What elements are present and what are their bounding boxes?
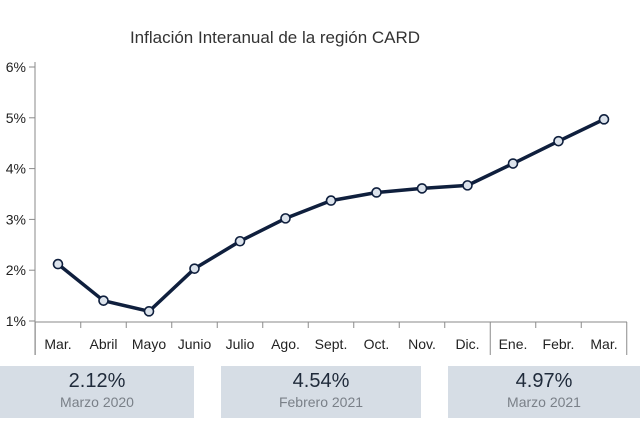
- x-tick-label: Sept.: [315, 336, 348, 352]
- y-tick-label: 1%: [6, 313, 26, 329]
- summary-value: 4.97%: [515, 370, 573, 392]
- x-tick-label: Mar.: [44, 336, 71, 352]
- data-point: [416, 183, 428, 194]
- y-tick-label: 5%: [6, 110, 26, 126]
- y-tick-label: 4%: [6, 161, 26, 177]
- y-tick-label: 2%: [6, 262, 26, 278]
- x-tick-label: Abril: [89, 336, 117, 352]
- x-tick-label: Nov.: [408, 336, 436, 352]
- data-point: [507, 158, 519, 169]
- summary-label: Marzo 2021: [507, 394, 581, 410]
- data-point: [553, 135, 564, 147]
- x-tick-label: Oct.: [364, 336, 390, 352]
- data-point: [462, 180, 473, 191]
- chart-title: Inflación Interanual de la región CARD: [130, 28, 420, 47]
- x-tick-label: Mar.: [590, 336, 617, 352]
- x-tick-label: Dic.: [455, 336, 479, 352]
- data-point: [52, 258, 64, 270]
- x-tick-label: Ago.: [271, 336, 300, 352]
- summary-box-marzo-2021: 4.97% Marzo 2021: [448, 366, 640, 418]
- summary-label: Marzo 2020: [60, 394, 134, 410]
- x-tick-label: Ene.: [499, 336, 528, 352]
- summary-label: Febrero 2021: [278, 394, 364, 410]
- summary-value: 4.54%: [292, 370, 350, 392]
- x-tick-label: Mayo: [132, 336, 166, 352]
- inflation-line-chart: Inflación Interanual de la región CARD 1…: [6, 28, 628, 355]
- x-tick-label: Febr.: [543, 336, 575, 352]
- data-point: [143, 306, 155, 317]
- data-point: [189, 263, 200, 274]
- data-point: [98, 295, 109, 306]
- data-point: [280, 213, 291, 224]
- summary-box-marzo-2020: 2.12% Marzo 2020: [0, 366, 194, 418]
- x-tick-label: Junio: [178, 336, 212, 352]
- summary-value: 2.12%: [68, 370, 126, 392]
- x-tick-label: Julio: [226, 336, 255, 352]
- data-point: [598, 114, 610, 125]
- summary-box-febrero-2021: 4.54% Febrero 2021: [221, 366, 421, 418]
- data-point: [325, 195, 337, 206]
- data-point: [371, 187, 382, 198]
- y-tick-label: 3%: [6, 211, 26, 227]
- series-line: [56, 117, 606, 314]
- y-tick-label: 6%: [6, 59, 26, 75]
- data-point: [234, 235, 246, 247]
